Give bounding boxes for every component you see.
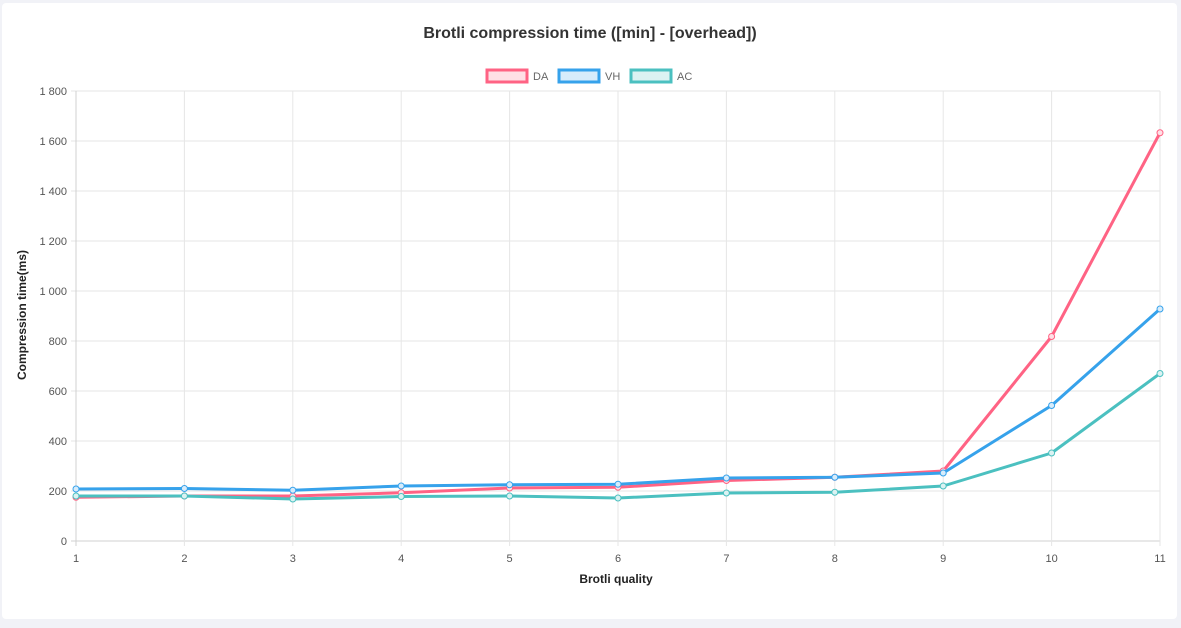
- data-point-ac[interactable]: [180, 492, 188, 500]
- data-point-vh[interactable]: [939, 469, 947, 477]
- data-point-ac[interactable]: [506, 492, 514, 500]
- y-tick-label: 1 000: [39, 286, 67, 298]
- data-point-vh[interactable]: [506, 481, 514, 489]
- legend-label-ac: AC: [677, 71, 692, 83]
- data-point-vh[interactable]: [722, 474, 730, 482]
- legend-label-vh: VH: [605, 71, 620, 83]
- legend-item-da[interactable]: DA: [485, 68, 549, 84]
- series-vh: [72, 305, 1164, 494]
- chart-card: Brotli compression time ([min] - [overhe…: [2, 3, 1177, 619]
- data-point-vh[interactable]: [614, 480, 622, 488]
- data-point-vh[interactable]: [397, 482, 405, 490]
- y-axis-ticks: 0 200 400 600 800 1 000 1 200 1 400 1 600 1 800: [39, 86, 67, 548]
- y-tick-label: 600: [49, 386, 67, 398]
- series-group: [72, 129, 1164, 503]
- data-point-vh[interactable]: [831, 473, 839, 481]
- x-tick-label: 10: [1045, 553, 1057, 565]
- x-tick-label: 4: [398, 553, 404, 565]
- x-axis-ticks: 1 2 3 4 5 6 7 8 9 10 11: [73, 553, 1166, 565]
- data-point-ac[interactable]: [72, 492, 80, 500]
- data-point-vh[interactable]: [180, 485, 188, 492]
- legend-item-ac[interactable]: AC: [629, 68, 692, 84]
- data-point-vh[interactable]: [1156, 305, 1164, 313]
- chart-title: Brotli compression time ([min] - [overhe…: [423, 25, 756, 42]
- x-tick-label: 11: [1154, 553, 1165, 565]
- legend-swatch-ac: [629, 68, 673, 84]
- x-tick-label: 8: [832, 553, 838, 565]
- data-point-vh[interactable]: [72, 485, 80, 493]
- legend-swatch-vh: [557, 68, 601, 84]
- x-tick-label: 7: [723, 553, 729, 565]
- data-point-ac[interactable]: [614, 494, 622, 502]
- legend-swatch-da: [485, 68, 529, 84]
- grid: [71, 90, 1161, 546]
- data-point-ac[interactable]: [722, 489, 730, 497]
- data-point-ac[interactable]: [1156, 370, 1164, 377]
- y-tick-label: 1 200: [39, 236, 67, 248]
- data-point-ac[interactable]: [397, 493, 405, 500]
- x-tick-label: 5: [507, 553, 513, 565]
- data-point-ac[interactable]: [289, 495, 297, 503]
- line-chart: Brotli compression time ([min] - [overhe…: [15, 25, 1166, 586]
- x-tick-label: 6: [615, 553, 621, 565]
- legend-item-vh[interactable]: VH: [557, 68, 620, 84]
- data-point-da[interactable]: [1048, 333, 1056, 340]
- data-point-vh[interactable]: [1048, 402, 1056, 409]
- x-axis-title: Brotli quality: [579, 572, 653, 586]
- y-tick-label: 0: [61, 536, 67, 548]
- x-tick-label: 1: [73, 553, 79, 565]
- data-point-ac[interactable]: [1048, 449, 1056, 457]
- y-tick-label: 800: [49, 336, 67, 348]
- legend[interactable]: DA VH AC: [485, 68, 692, 84]
- x-tick-label: 9: [940, 553, 946, 565]
- series-ac: [72, 370, 1164, 503]
- x-tick-label: 2: [181, 553, 187, 565]
- y-tick-label: 1 600: [39, 136, 67, 148]
- data-point-da[interactable]: [1156, 129, 1164, 137]
- data-point-vh[interactable]: [289, 486, 297, 494]
- legend-label-da: DA: [533, 71, 549, 83]
- y-tick-label: 1 800: [39, 86, 67, 98]
- x-tick-label: 3: [290, 553, 296, 565]
- data-point-ac[interactable]: [939, 482, 947, 490]
- y-tick-label: 200: [49, 486, 67, 498]
- y-tick-label: 400: [49, 436, 67, 448]
- y-tick-label: 1 400: [39, 186, 67, 198]
- y-axis-title: Compression time(ms): [15, 250, 29, 380]
- data-point-ac[interactable]: [831, 488, 839, 496]
